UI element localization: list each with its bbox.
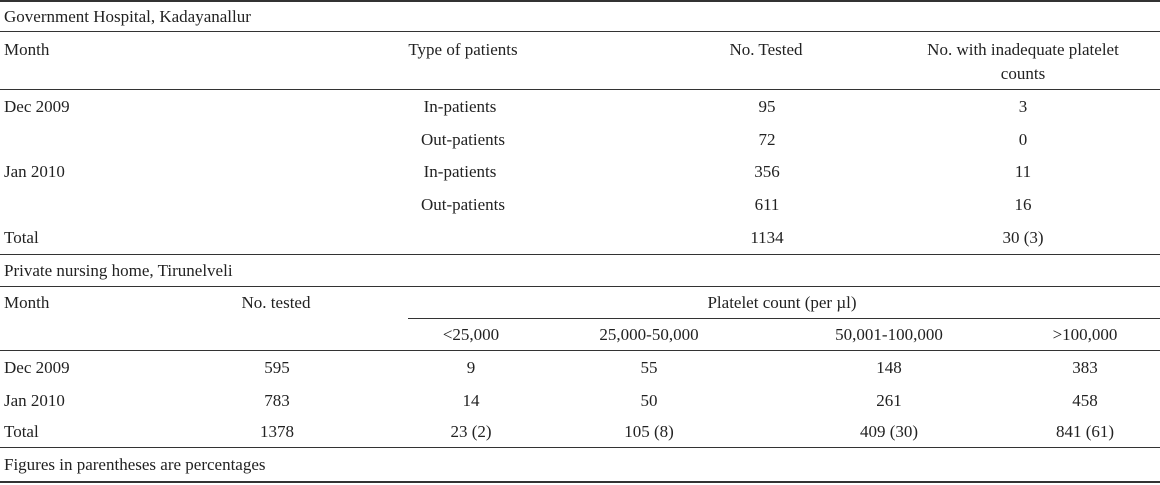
table-cell: Out-patients — [420, 195, 506, 214]
section2-title: Private nursing home, Tirunelveli — [4, 261, 233, 280]
section1-title: Government Hospital, Kadayanallur — [4, 7, 251, 26]
s2-sub-header: >100,000 — [1052, 325, 1118, 344]
table-cell: 14 — [462, 391, 480, 410]
top-rule — [0, 0, 1160, 2]
s1-header-inadequate-line1: No. with inadequate platelet — [927, 40, 1119, 59]
table-cell: 383 — [1072, 358, 1098, 377]
table-cell: 458 — [1072, 391, 1098, 410]
s1-header-month: Month — [4, 40, 50, 59]
table-cell: Jan 2010 — [4, 391, 65, 410]
s1-header-tested: No. Tested — [729, 40, 803, 59]
table-cell: In-patients — [423, 97, 497, 116]
bottom-rule — [0, 481, 1160, 483]
table-cell: In-patients — [423, 162, 497, 181]
s2-total-val: 23 (2) — [450, 422, 492, 441]
table-cell: 9 — [466, 358, 476, 377]
s2-total-tested: 1378 — [260, 422, 294, 441]
footnote: Figures in parentheses are percentages — [4, 455, 266, 474]
s2-total-rule — [0, 447, 1160, 448]
table-cell: 356 — [754, 162, 780, 181]
table-cell: Dec 2009 — [4, 97, 70, 116]
s2-header-tested: No. tested — [241, 293, 311, 312]
s1-total-inadequate: 30 (3) — [1002, 228, 1044, 247]
s2-total-label: Total — [4, 422, 39, 441]
s2-total-val: 105 (8) — [624, 422, 674, 441]
s1-header-rule — [0, 89, 1160, 90]
s1-total-tested: 1134 — [750, 228, 784, 247]
table-cell: 72 — [758, 130, 776, 149]
s2-header-month: Month — [4, 293, 50, 312]
section2-title-rule — [0, 286, 1160, 287]
table-cell: 595 — [264, 358, 290, 377]
table-cell: 3 — [1018, 97, 1028, 116]
s1-header-type: Type of patients — [408, 40, 518, 59]
s1-total-label: Total — [4, 228, 39, 247]
s2-total-val: 409 (30) — [859, 422, 919, 441]
s2-header-rule — [0, 350, 1160, 351]
s2-sub-header: <25,000 — [442, 325, 500, 344]
s2-total-val: 841 (61) — [1055, 422, 1115, 441]
table-cell: Dec 2009 — [4, 358, 70, 377]
table-cell: 261 — [876, 391, 902, 410]
table-cell: Jan 2010 — [4, 162, 65, 181]
table-cell: 16 — [1014, 195, 1032, 214]
table-cell: 95 — [758, 97, 776, 116]
table-cell: 50 — [640, 391, 658, 410]
table-cell: 148 — [876, 358, 902, 377]
table-cell: 11 — [1014, 162, 1032, 181]
table-cell: Out-patients — [420, 130, 506, 149]
s1-total-rule — [0, 254, 1160, 255]
table-cell: 0 — [1018, 130, 1028, 149]
table-cell: 783 — [264, 391, 290, 410]
s2-platelet-subrule — [408, 318, 1160, 319]
s2-sub-header: 25,000-50,000 — [599, 325, 699, 344]
table-cell: 55 — [640, 358, 658, 377]
s1-header-inadequate-line2: counts — [1000, 64, 1046, 83]
s2-sub-header: 50,001-100,000 — [835, 325, 943, 344]
section1-title-rule — [0, 31, 1160, 32]
table-cell: 611 — [754, 195, 780, 214]
s2-header-platelet: Platelet count (per µl) — [707, 293, 857, 312]
